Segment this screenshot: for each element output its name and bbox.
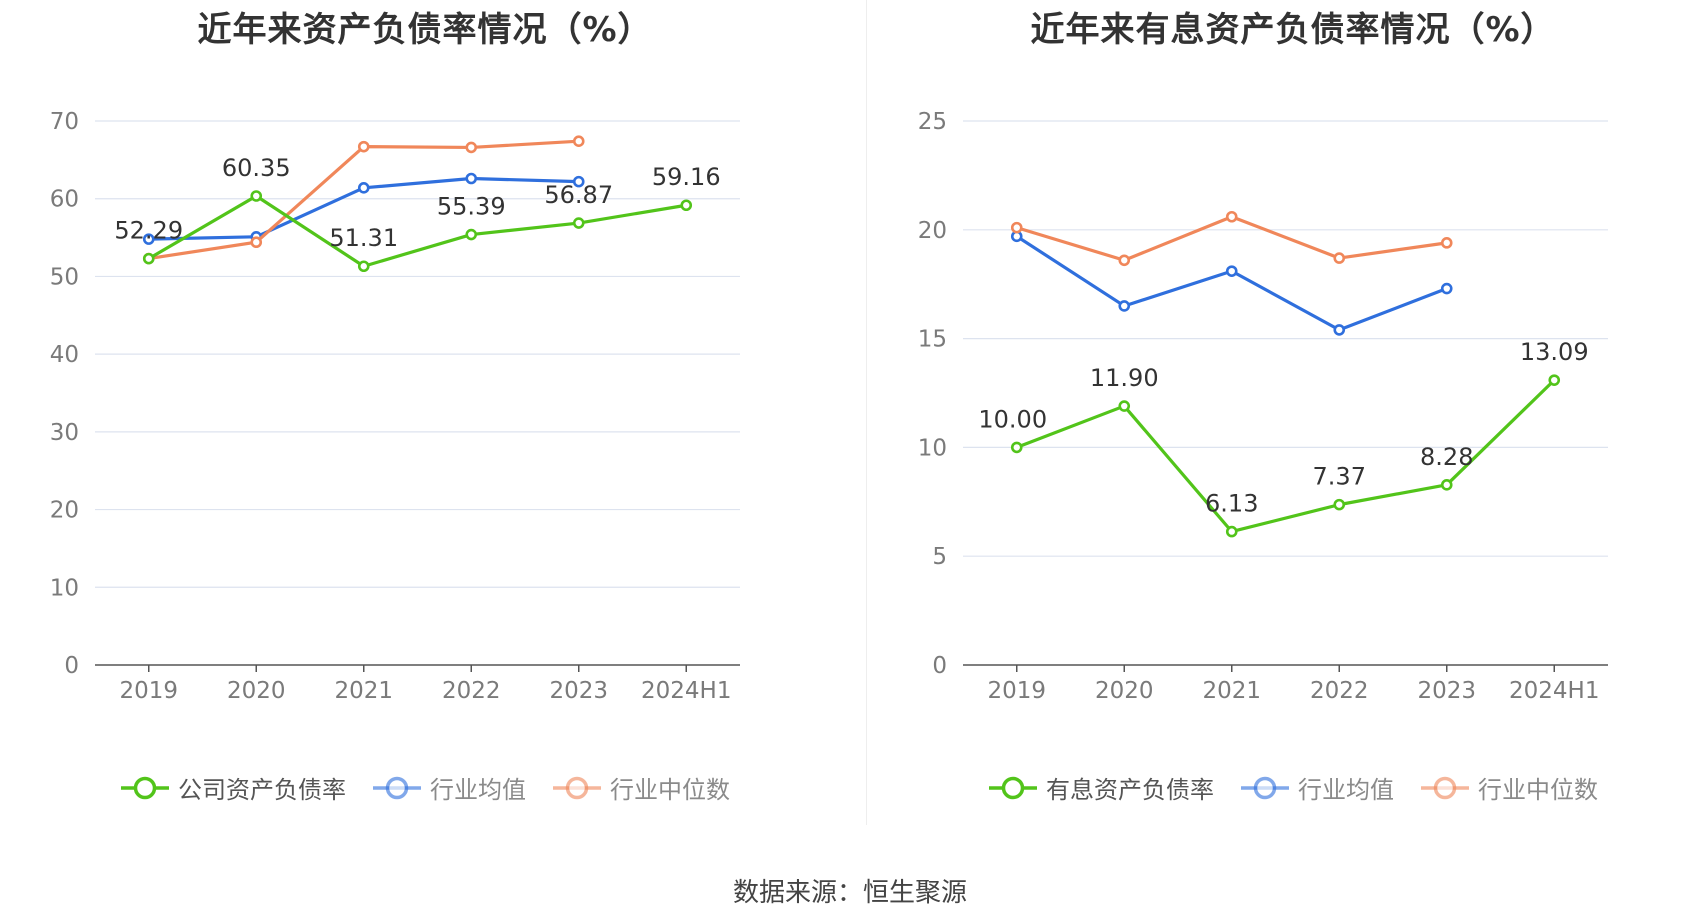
y-tick-label: 70 <box>50 109 79 135</box>
legend-line-circle-icon <box>121 776 169 799</box>
data-point <box>465 141 478 154</box>
data-point <box>1440 237 1453 249</box>
legend-label: 行业中位数 <box>1478 776 1598 804</box>
data-point <box>357 182 370 194</box>
legend-item-industry-mean[interactable]: 行业均值 <box>372 770 526 805</box>
legend-item-industry-median[interactable]: 行业中位数 <box>1420 770 1598 805</box>
data-point <box>1333 498 1346 511</box>
data-point <box>1225 525 1238 538</box>
x-tick-label: 2020 <box>227 678 286 704</box>
x-tick-label: 2022 <box>1310 678 1369 704</box>
chart-title: 近年来资产负债率情况（%） <box>197 10 653 50</box>
data-point <box>1010 221 1023 234</box>
data-point <box>250 190 263 202</box>
series-line-industry-median <box>1016 215 1447 262</box>
debt-ratio-chart: 0 10 20 30 40 50 60 70 2019 2020 2021 2022 2023 2024H… <box>50 109 740 704</box>
data-label: 60.35 <box>222 154 291 182</box>
data-point <box>572 175 585 188</box>
x-tick-label: 2023 <box>1417 678 1476 704</box>
x-tick-label: 2021 <box>334 678 393 704</box>
x-tick-label: 2024H1 <box>1509 678 1599 704</box>
data-label: 51.31 <box>329 224 398 252</box>
data-point <box>465 228 478 241</box>
data-point <box>1440 282 1453 295</box>
data-label: 56.87 <box>544 181 613 209</box>
y-tick-label: 0 <box>64 653 79 679</box>
data-point <box>1118 254 1131 267</box>
data-point <box>1440 479 1453 491</box>
x-tick-label: 2022 <box>442 678 501 704</box>
chart-title: 近年来有息资产负债率情况（%） <box>1030 10 1556 50</box>
data-point <box>1225 265 1238 277</box>
y-tick-label: 10 <box>50 575 79 601</box>
left-chart-panel: 近年来资产负债率情况（%） 0 10 20 30 40 50 60 70 2019 2020 202… <box>0 0 850 830</box>
x-tick-label: 2020 <box>1095 678 1154 704</box>
x-tick-label: 2024H1 <box>641 678 731 704</box>
legend-line-circle-icon <box>373 776 421 799</box>
x-tick-label: 2021 <box>1202 678 1261 704</box>
data-point <box>1333 252 1346 264</box>
panel-divider <box>866 0 867 825</box>
legend-label: 行业中位数 <box>610 776 730 804</box>
data-point <box>142 233 155 245</box>
data-point <box>250 236 263 249</box>
series-line-company <box>147 194 687 268</box>
legend-item-company[interactable]: 公司资产负债率 <box>120 770 346 805</box>
x-tick-label: 2019 <box>987 678 1046 704</box>
legend-item-company[interactable]: 有息资产负债率 <box>988 770 1214 805</box>
data-point <box>1225 210 1238 223</box>
y-tick-label: 20 <box>50 498 79 524</box>
y-tick-label: 50 <box>50 264 79 290</box>
y-tick-label: 30 <box>50 420 79 446</box>
data-point <box>142 252 155 265</box>
data-point <box>572 135 585 148</box>
interest-bearing-debt-ratio-chart: 0 5 10 15 20 25 2019 2020 2021 2022 2023 2024H1 10.0… <box>918 109 1608 704</box>
legend-label: 行业均值 <box>430 776 526 804</box>
y-tick-label: 5 <box>932 544 947 570</box>
legend-line-circle-icon <box>1241 776 1289 799</box>
data-label: 59.16 <box>652 163 721 191</box>
data-point <box>1118 400 1131 412</box>
legend-line-circle-icon <box>989 776 1037 799</box>
data-point <box>465 172 478 185</box>
data-point <box>1010 441 1023 454</box>
x-tick-label: 2019 <box>119 678 178 704</box>
data-label: 52.29 <box>114 217 183 245</box>
y-tick-label: 25 <box>918 109 947 135</box>
data-label: 55.39 <box>437 193 506 221</box>
data-point <box>572 217 585 229</box>
data-label: 7.37 <box>1313 463 1366 491</box>
legend-label: 有息资产负债率 <box>1046 776 1214 804</box>
legend-item-industry-mean[interactable]: 行业均值 <box>1240 770 1394 805</box>
legend-line-circle-icon <box>553 776 601 799</box>
data-label: 10.00 <box>978 405 1047 433</box>
legend-line-circle-icon <box>1421 776 1469 799</box>
series-line-company <box>1016 379 1556 534</box>
data-source-note: 数据来源：恒生聚源 <box>732 878 967 908</box>
legend-item-industry-median[interactable]: 行业中位数 <box>552 770 730 805</box>
y-tick-label: 0 <box>932 653 947 679</box>
data-point <box>357 260 370 273</box>
data-point <box>357 140 370 153</box>
data-point <box>1548 374 1561 386</box>
y-tick-label: 60 <box>50 187 79 213</box>
chart-legend: 有息资产负债率 行业均值 行业中位数 <box>868 770 1700 805</box>
legend-label: 公司资产负债率 <box>178 776 346 804</box>
data-point <box>680 199 693 212</box>
data-label: 11.90 <box>1090 364 1159 392</box>
right-chart-panel: 近年来有息资产负债率情况（%） 0 5 10 15 20 25 2019 2020 2021 20… <box>868 0 1700 830</box>
series-line-industry-mean <box>1015 234 1448 332</box>
y-tick-label: 15 <box>918 327 947 353</box>
legend-label: 行业均值 <box>1298 776 1394 804</box>
x-tick-label: 2023 <box>549 678 608 704</box>
data-label: 13.09 <box>1520 338 1589 366</box>
y-tick-label: 40 <box>50 342 79 368</box>
data-label: 8.28 <box>1420 443 1473 471</box>
chart-legend: 公司资产负债率 行业均值 行业中位数 <box>0 770 850 805</box>
data-point <box>1333 324 1346 336</box>
data-point <box>1118 300 1131 312</box>
y-tick-label: 10 <box>918 435 947 461</box>
y-tick-label: 20 <box>918 218 947 244</box>
data-label: 6.13 <box>1205 490 1258 518</box>
